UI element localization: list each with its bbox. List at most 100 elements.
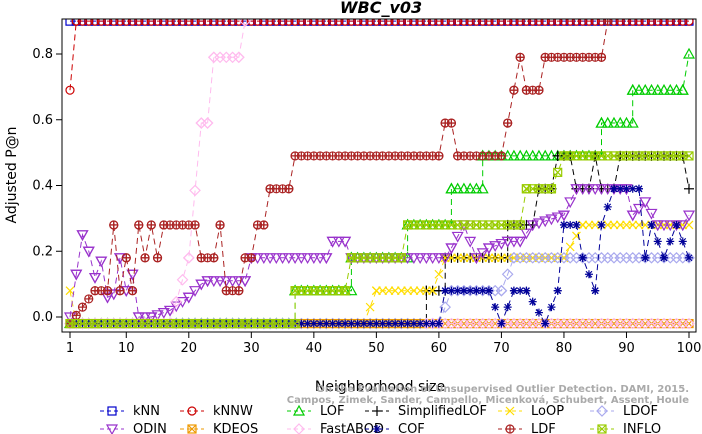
data-point-inflo	[396, 253, 406, 263]
data-point-knnw	[434, 19, 444, 26]
data-point-knnw	[121, 19, 131, 26]
data-point-cof	[591, 286, 600, 295]
data-point-odin	[682, 210, 696, 222]
data-point-ldf	[496, 151, 507, 161]
data-point-ldf	[134, 220, 144, 230]
data-point-knnw	[109, 19, 119, 26]
data-point-loop	[565, 242, 575, 252]
data-point-knnw	[90, 19, 100, 26]
data-point-odin	[264, 253, 277, 265]
data-point-odin	[414, 253, 427, 265]
data-point-fastabod	[164, 317, 176, 330]
data-point-cof	[641, 253, 650, 262]
data-point-loop	[590, 220, 600, 230]
series-line-ldf	[69, 21, 609, 324]
data-point-odin	[207, 276, 220, 288]
data-point-cof	[672, 220, 681, 229]
data-point-knnw	[277, 19, 288, 26]
data-point-knnw	[234, 19, 244, 26]
data-point-odin	[239, 276, 252, 288]
data-point-cof	[647, 220, 656, 229]
data-point-knnw	[565, 19, 575, 26]
data-point-odin	[551, 212, 564, 224]
data-point-knnw	[459, 19, 469, 26]
data-point-knnw	[640, 19, 650, 26]
data-point-ldf	[190, 220, 200, 230]
data-point-knnw	[359, 19, 369, 26]
data-point-knnw	[478, 19, 488, 26]
data-point-knnw	[503, 19, 513, 26]
data-point-knnw	[515, 19, 525, 26]
data-point-loop	[490, 253, 500, 263]
legend-label: LDOF	[623, 404, 658, 419]
data-point-cof	[341, 319, 350, 328]
data-point-cof	[366, 319, 375, 328]
x-tick-label: 60	[431, 341, 448, 356]
data-point-knnw	[340, 19, 350, 26]
data-point-odin	[320, 253, 333, 265]
legend-swatch-marker	[187, 424, 197, 434]
data-point-odin	[626, 210, 639, 222]
data-point-ldf	[215, 220, 225, 230]
data-point-loop	[603, 220, 613, 230]
series-layer	[63, 19, 696, 330]
data-point-knnw	[540, 19, 550, 26]
data-point-knnw	[102, 19, 113, 26]
data-point-odin	[70, 269, 83, 281]
data-point-knnw	[77, 19, 88, 26]
data-point-odin	[107, 289, 120, 301]
data-point-knnw	[665, 19, 675, 26]
data-point-ldf	[446, 118, 457, 128]
data-point-odin	[276, 253, 289, 265]
y-tick-label: 0.2	[32, 244, 53, 259]
legend-label: SimplifiedLOF	[398, 404, 487, 419]
data-point-loop	[409, 286, 419, 296]
data-point-ldf	[77, 302, 88, 312]
data-point-lof	[676, 83, 689, 95]
y-axis: 0.0 0.2 0.4 0.6 0.8	[32, 47, 62, 325]
data-point-knnw	[484, 19, 494, 26]
data-point-loop	[434, 269, 444, 279]
legend-item-inflo: INFLO	[590, 422, 661, 434]
data-point-cof	[497, 319, 506, 328]
x-tick-label: 30	[243, 341, 260, 356]
data-point-lof	[526, 149, 539, 161]
data-point-ldf	[603, 19, 613, 26]
data-point-cof	[328, 319, 337, 328]
data-point-odin	[470, 253, 483, 265]
data-point-ldf	[209, 253, 219, 263]
data-point-fastabod	[232, 51, 245, 64]
data-point-knnw	[290, 19, 300, 26]
data-point-knnw	[171, 19, 181, 26]
x-tick-label: 10	[118, 341, 135, 356]
data-point-ldof	[683, 251, 695, 264]
data-point-odin	[332, 236, 345, 248]
legend-item-ldof: LDOF	[590, 404, 658, 419]
x-tick-label: 20	[181, 341, 198, 356]
data-point-knnw	[127, 19, 138, 26]
legend-item-lof: LOF	[287, 404, 345, 419]
data-point-lof	[595, 116, 608, 128]
data-point-odin	[182, 292, 195, 304]
data-point-odin	[226, 276, 239, 288]
data-point-loop	[496, 253, 506, 263]
data-point-odin	[189, 286, 202, 297]
x-axis: 1 10 20 30 40 50 60 70 80 90 100	[66, 332, 701, 356]
data-point-lof	[451, 182, 464, 194]
legend-label: COF	[398, 422, 425, 434]
data-point-odin	[232, 276, 245, 288]
data-point-knnw	[546, 19, 557, 26]
data-point-cof	[434, 319, 443, 328]
data-point-cof	[653, 237, 662, 246]
legend-item-knnw: kNNW	[180, 404, 253, 419]
data-point-odin	[582, 184, 595, 196]
data-point-cof	[547, 303, 556, 312]
data-point-odin	[151, 310, 164, 322]
series-line-inflo	[70, 155, 689, 325]
data-point-lof	[639, 83, 652, 95]
y-tick-label: 0.4	[32, 179, 53, 194]
legend-swatch-marker	[107, 406, 117, 416]
data-point-odin	[257, 253, 270, 265]
data-point-odin	[326, 236, 339, 248]
data-point-odin	[645, 208, 658, 220]
